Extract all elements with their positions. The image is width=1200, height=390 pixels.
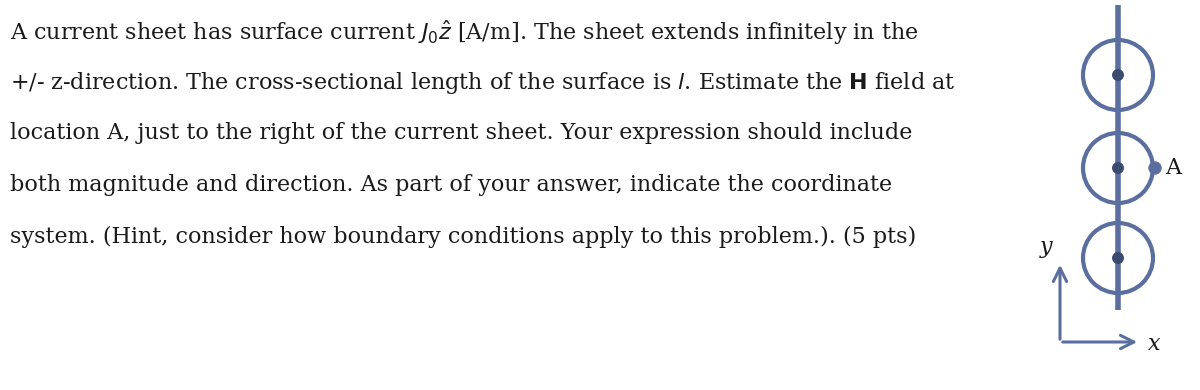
Text: y: y [1039, 236, 1052, 258]
Text: x: x [1148, 333, 1160, 355]
Text: A current sheet has surface current $J_0\hat{z}$ [A/m]. The sheet extends infini: A current sheet has surface current $J_0… [10, 18, 918, 47]
Text: location A, just to the right of the current sheet. Your expression should inclu: location A, just to the right of the cur… [10, 122, 912, 144]
Text: both magnitude and direction. As part of your answer, indicate the coordinate: both magnitude and direction. As part of… [10, 174, 892, 196]
Text: system. (Hint, consider how boundary conditions apply to this problem.). (5 pts): system. (Hint, consider how boundary con… [10, 226, 917, 248]
Circle shape [1112, 163, 1123, 173]
Circle shape [1112, 70, 1123, 80]
Circle shape [1112, 253, 1123, 263]
Circle shape [1150, 162, 1162, 174]
Text: A: A [1165, 157, 1181, 179]
Text: +/- z-direction. The cross-sectional length of the surface is $l$. Estimate the : +/- z-direction. The cross-sectional len… [10, 70, 955, 96]
